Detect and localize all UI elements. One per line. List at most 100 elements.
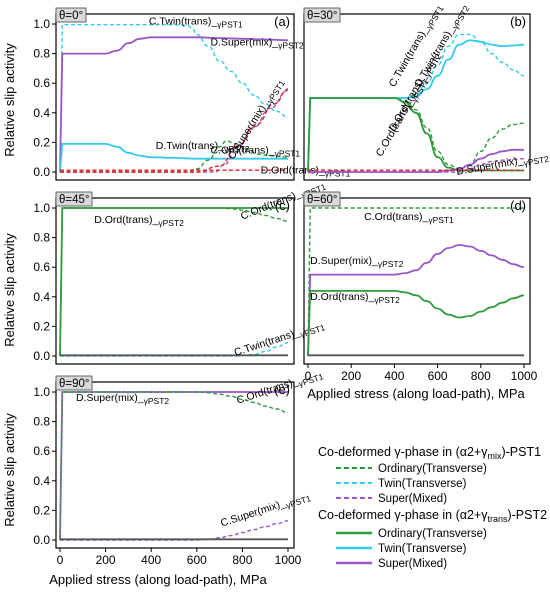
theta-label-text: θ=30° bbox=[307, 10, 338, 22]
annotation-label: C.Twin(trans)_γPST1 bbox=[233, 318, 327, 360]
legend-label-pst2-ordinary: Ordinary(Transverse) bbox=[378, 528, 487, 540]
panels: 0.0 0.2 0.4 0.6 0.8 1.0 θ=0° (a) C.Twin(trans)_γ… bbox=[33, 4, 550, 567]
y-tick-label: 0.4 bbox=[33, 106, 50, 120]
panel-tag: (a) bbox=[274, 14, 290, 29]
annotation-label: C.Ord(trans)_γPST1 bbox=[364, 211, 454, 225]
panel-frame bbox=[55, 197, 295, 365]
panel-b: θ=30° (b)C.Twin(trans)_γPST1D.Twin(trans)… bbox=[303, 4, 550, 181]
theta-label-text: θ=0° bbox=[59, 10, 83, 22]
theta-label-text: θ=90° bbox=[59, 378, 90, 390]
y-tick-label: 0.8 bbox=[33, 231, 50, 245]
y-tick-label: 0.2 bbox=[33, 135, 50, 149]
x-axis-label-right: Applied stress (along load-path), MPa bbox=[307, 386, 525, 401]
theta-label: θ=0° bbox=[55, 7, 87, 23]
series-line bbox=[307, 39, 525, 173]
y-tick-label: 0.2 bbox=[33, 503, 50, 517]
series-line bbox=[307, 33, 525, 173]
annotation-sub: γPST2 bbox=[224, 144, 250, 154]
annotation-sub: γPST2 bbox=[278, 40, 304, 50]
panel-frame bbox=[55, 13, 295, 181]
annotation-sub: γPST1 bbox=[275, 149, 301, 159]
legend-title-pst1: Co-deformed γ-phase in (α2+γmix)-PST1 bbox=[318, 445, 541, 461]
x-tick-label: 400 bbox=[141, 553, 161, 567]
theta-label-box bbox=[303, 7, 341, 23]
series-line bbox=[307, 244, 525, 357]
x-tick-label: 600 bbox=[187, 553, 207, 567]
theta-label-box bbox=[55, 191, 93, 207]
annotation-main: D.Super(mix)_ bbox=[76, 392, 144, 404]
y-tick-label: 0.0 bbox=[33, 349, 50, 363]
annotation-label: D.Super(mix)_γPST2 bbox=[210, 36, 303, 50]
panel-frame bbox=[55, 381, 295, 549]
annotation-label: C.Super(mix)_γPST1 bbox=[219, 489, 312, 531]
annotation-sub: γPST1 bbox=[217, 20, 243, 30]
annotation-main: D.Super(mix)_ bbox=[210, 36, 278, 48]
annotation-label: C.Ord(trans)_γPST1 bbox=[374, 75, 431, 160]
y-tick-label: 0.6 bbox=[33, 76, 50, 90]
x-tick-label: 400 bbox=[384, 369, 404, 383]
annotation-sub: γPST1 bbox=[428, 215, 454, 225]
y-tick-label: 0.2 bbox=[33, 319, 50, 333]
x-tick-label: 600 bbox=[428, 369, 448, 383]
series-line bbox=[60, 88, 289, 173]
panel-tag: (e) bbox=[274, 382, 290, 397]
y-tick-label: 0.0 bbox=[33, 165, 50, 179]
y-axis-label-top: Relative slip activity bbox=[2, 43, 17, 157]
annotation-main: D.Super(mix)_ bbox=[455, 154, 524, 178]
series-line bbox=[59, 36, 289, 173]
x-tick-label: 1000 bbox=[275, 553, 302, 567]
annotation-sub: γPST1 bbox=[325, 168, 351, 178]
x-tick-label: 200 bbox=[341, 369, 361, 383]
y-tick-label: 0.6 bbox=[33, 444, 50, 458]
annotation-sub: γPST1 bbox=[424, 4, 446, 31]
legend-title-pst1-sub: mix bbox=[487, 451, 501, 461]
series-line bbox=[59, 142, 288, 173]
theta-label-text: θ=45° bbox=[59, 194, 90, 206]
series-line bbox=[307, 207, 524, 357]
annotation-main: C.Ord(trans)_ bbox=[235, 375, 300, 406]
annotation-main: C.Super(mix)_ bbox=[219, 497, 287, 529]
annotation-sub: γPST1 bbox=[299, 322, 327, 339]
legend-title-pst2: Co-deformed γ-phase in (α2+γtrans)-PST2 bbox=[318, 508, 547, 524]
legend-title-pst1-prefix: Co-deformed γ-phase in (α2+γ bbox=[318, 445, 488, 459]
annotation-main: D.Twin(trans)_ bbox=[156, 140, 224, 152]
y-tick-label: 0.8 bbox=[33, 47, 50, 61]
series-line bbox=[60, 520, 289, 541]
panel-frame bbox=[303, 13, 531, 181]
annotation-label: C.Twin(trans)_γPST1 bbox=[149, 16, 243, 30]
annotation-sub: γPST2 bbox=[158, 218, 184, 228]
series-line bbox=[307, 290, 525, 357]
panel-tag: (b) bbox=[510, 14, 526, 29]
series-line bbox=[308, 148, 524, 173]
x-axis-label-bottom: Applied stress (along load-path), MPa bbox=[49, 572, 267, 587]
legend-title-pst2-prefix: Co-deformed γ-phase in (α2+γ bbox=[318, 508, 488, 522]
y-tick-label: 0.8 bbox=[33, 415, 50, 429]
annotation-sub: γPST2 bbox=[450, 4, 472, 31]
panel-tag: (c) bbox=[275, 198, 290, 213]
y-tick-label: 1.0 bbox=[33, 201, 50, 215]
annotation-main: D.Ord(trans)_ bbox=[94, 214, 158, 226]
annotation-main: C.Ord(trans)_ bbox=[374, 97, 417, 159]
panel-c: 0.00.20.40.60.81.0θ=45° (c)D.Ord(trans)_γ… bbox=[33, 182, 328, 365]
series-line bbox=[59, 207, 288, 357]
y-axis-label-middle: Relative slip activity bbox=[2, 233, 17, 347]
annotation-sub: γPST1 bbox=[285, 493, 313, 510]
panel-a: 0.00.20.40.60.81.0θ=0° (a)C.Twin(trans)_γ… bbox=[33, 7, 351, 181]
annotation-main: C.Ord(trans)_ bbox=[364, 211, 428, 223]
x-tick-label: 800 bbox=[232, 553, 252, 567]
legend-label-pst2-super: Super(Mixed) bbox=[378, 558, 447, 570]
annotation-sub: γPST2 bbox=[378, 259, 404, 269]
theta-label-box bbox=[303, 191, 341, 207]
annotation-label: D.Super(mix)_γPST2 bbox=[310, 255, 403, 269]
annotation-label: D.Twin(trans)_γPST2 bbox=[156, 140, 250, 154]
panel-e: 0.0 0.2 0.4 0.6 0.8 1.0 0 200 400 600 800 1000 θ=90°… bbox=[33, 371, 325, 567]
x-tick-label: 200 bbox=[96, 553, 116, 567]
theta-label: θ=60° bbox=[303, 191, 341, 207]
annotation-label: D.Ord(trans)_γPST2 bbox=[94, 214, 184, 228]
legend-label-pst1-super: Super(Mixed) bbox=[378, 493, 447, 505]
annotation-main: D.Ord(trans)_ bbox=[310, 291, 374, 303]
series-line bbox=[308, 158, 525, 173]
theta-label: θ=45° bbox=[55, 191, 93, 207]
